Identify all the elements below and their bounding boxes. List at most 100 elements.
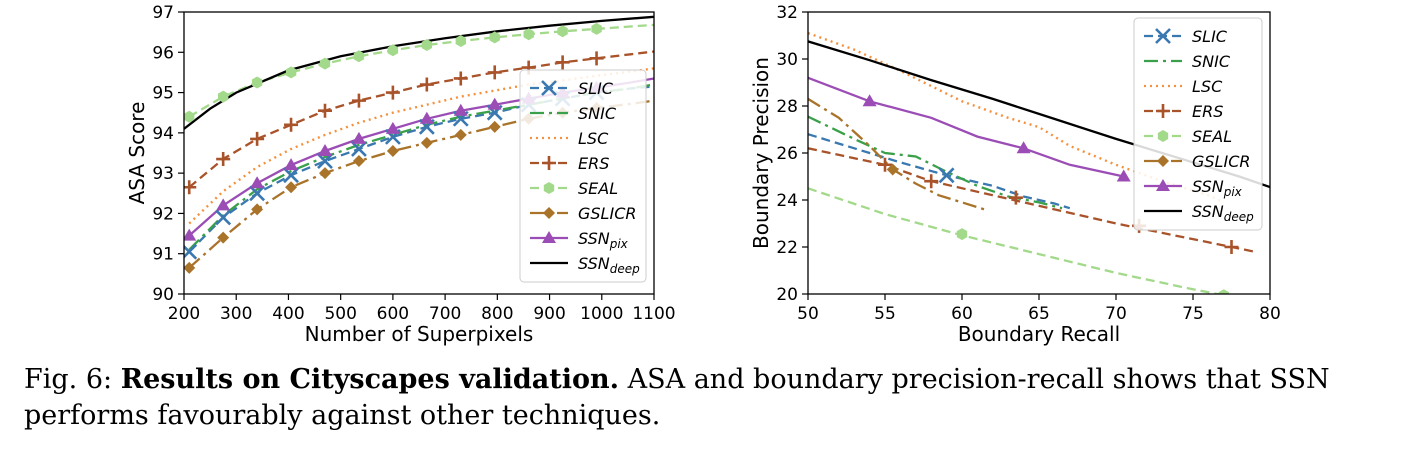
bpr-point-ers <box>878 157 892 172</box>
asa-point-seal <box>455 35 466 47</box>
bpr-x-tick-label: 55 <box>874 304 896 324</box>
asa-point-slic <box>317 153 333 169</box>
asa-x-tick-label: 400 <box>272 304 304 324</box>
asa-point-ers <box>555 55 570 70</box>
bpr-legend-marker-seal <box>1157 130 1169 142</box>
asa-point-ssn-pix <box>284 158 299 171</box>
bpr-series-line-gslicr <box>808 97 989 212</box>
bpr-point-seal <box>1218 289 1229 294</box>
bpr-series-line-seal <box>808 187 1224 294</box>
bpr-series-line-ers <box>808 147 1255 253</box>
asa-x-tick-label: 500 <box>324 304 356 324</box>
bpr-point-ssn-pix <box>862 94 877 107</box>
figure-caption: Fig. 6: Results on Cityscapes validation… <box>24 362 1404 434</box>
asa-legend-label-slic: SLIC <box>578 79 614 98</box>
asa-x-tick-label: 900 <box>533 304 565 324</box>
bpr-legend-label-seal: SEAL <box>1192 127 1232 146</box>
bpr-point-seal <box>956 228 968 241</box>
bpr-legend-label-gslicr: GSLICR <box>1192 152 1250 171</box>
asa-point-ers <box>216 152 231 167</box>
asa-series-line-ers <box>188 50 654 189</box>
bpr-x-tick-label: 60 <box>951 304 973 324</box>
asa-legend-label-ers: ERS <box>578 154 609 173</box>
asa-point-ssn-pix <box>453 103 468 116</box>
bpr-x-tick-label: 80 <box>1259 304 1281 324</box>
asa-point-ers <box>487 65 502 80</box>
asa-y-tick-label: 93 <box>152 164 174 184</box>
asa-point-seal <box>387 44 399 57</box>
asa-point-ers <box>351 93 366 108</box>
asa-point-seal <box>319 57 331 70</box>
asa-point-seal <box>251 76 263 89</box>
bpr-y-tick-label: 26 <box>776 144 798 164</box>
asa-y-tick-label: 92 <box>152 204 174 224</box>
asa-y-tick-label: 96 <box>152 43 174 63</box>
bpr-point-gslicr <box>886 163 899 176</box>
asa-legend-box <box>519 69 647 283</box>
asa-y-tick-label: 91 <box>152 245 174 265</box>
bpr-point-ssn-pix <box>1016 141 1031 154</box>
asa-x-tick-label: 1100 <box>632 304 675 324</box>
bpr-legend-label-ers: ERS <box>1192 102 1223 121</box>
asa-y-tick-label: 95 <box>152 84 174 104</box>
asa-y-ticks: 90 91 92 93 94 95 96 97 <box>152 3 184 305</box>
bpr-series-line-snic <box>808 115 1063 210</box>
asa-x-tick-label: 300 <box>220 304 252 324</box>
bpr-legend-label-slic: SLIC <box>1192 27 1228 46</box>
asa-point-ssn-pix <box>216 198 231 211</box>
asa-legend-label-snic: SNIC <box>578 104 617 123</box>
asa-chart: 200 300 400 500 600 700 800 900 1000 1100 9091929… <box>125 3 676 346</box>
asa-x-axis-label: Number of Superpixels <box>305 322 534 346</box>
asa-point-ers <box>284 117 299 132</box>
asa-legend-label-seal: SEAL <box>578 179 618 198</box>
bpr-markers-group <box>862 94 1239 294</box>
asa-x-tick-label: 600 <box>377 304 409 324</box>
bpr-point-ers <box>1008 190 1023 205</box>
bpr-y-tick-label: 24 <box>776 191 798 211</box>
caption-text: ASA and boundary precision-recall shows … <box>24 364 1330 431</box>
asa-point-ssn-pix <box>487 97 502 110</box>
bpr-x-axis-label: Boundary Recall <box>958 322 1120 346</box>
bpr-point-ers <box>924 174 939 189</box>
bpr-y-tick-label: 32 <box>776 3 798 23</box>
bpr-legend-marker-slic <box>1155 28 1171 44</box>
asa-point-ssn-pix <box>419 111 434 124</box>
asa-point-ers <box>250 131 265 146</box>
asa-markers-group <box>184 22 605 274</box>
asa-point-gslicr <box>488 120 501 133</box>
bpr-legend-label-lsc: LSC <box>1192 77 1223 96</box>
asa-x-tick-label: 700 <box>429 304 461 324</box>
asa-legend-marker-slic <box>541 80 557 96</box>
asa-point-ssn-pix <box>250 176 265 189</box>
asa-y-tick-label: 90 <box>152 285 174 305</box>
asa-point-gslicr <box>352 155 365 168</box>
asa-legend-label-gslicr: GSLICR <box>578 204 636 223</box>
asa-point-seal <box>591 22 602 35</box>
bpr-x-tick-label: 70 <box>1105 304 1127 324</box>
asa-legend-marker-gslicr <box>543 207 555 219</box>
asa-x-tick-label: 1000 <box>580 304 623 324</box>
asa-y-tick-label: 97 <box>152 3 174 23</box>
caption-title: Results on Cityscapes validation. <box>120 364 620 395</box>
asa-point-seal <box>353 50 365 63</box>
bpr-legend-marker-ers <box>1156 104 1170 118</box>
asa-point-gslicr <box>420 136 433 149</box>
asa-point-slic <box>215 209 232 226</box>
bpr-y-tick-label: 20 <box>776 285 798 305</box>
asa-point-gslicr <box>319 167 331 180</box>
asa-point-seal <box>285 66 297 79</box>
asa-point-gslicr <box>251 203 264 216</box>
asa-point-ssn-pix <box>184 228 197 241</box>
bpr-point-slic <box>938 167 955 184</box>
asa-point-slic <box>351 141 367 157</box>
asa-x-ticks: 200 300 400 500 600 700 800 900 1000 1100 <box>168 294 676 324</box>
asa-point-gslicr <box>184 261 196 274</box>
asa-point-seal <box>557 25 568 38</box>
bpr-series-line-slic <box>808 133 1071 210</box>
asa-point-gslicr <box>217 231 230 244</box>
bpr-legend-marker-gslicr <box>1157 155 1169 167</box>
bpr-x-tick-label: 65 <box>1028 304 1050 324</box>
asa-point-seal <box>421 39 432 51</box>
